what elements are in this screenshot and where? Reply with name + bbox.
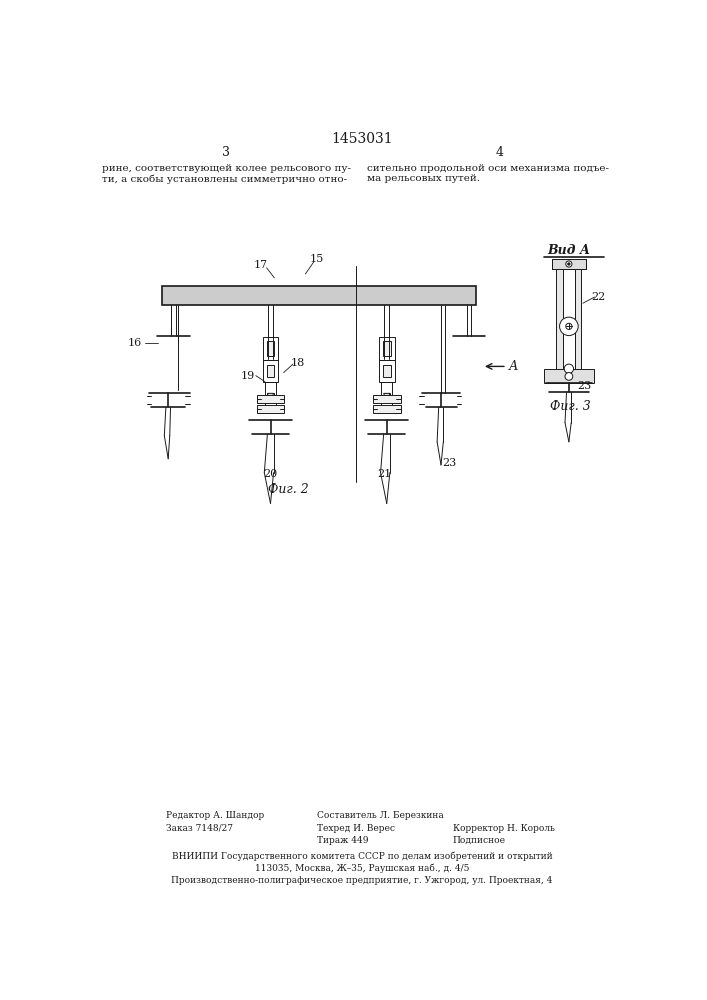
Text: сительно продольной оси механизма подъе-
ма рельсовых путей.: сительно продольной оси механизма подъе-… <box>368 164 609 183</box>
Text: А: А <box>508 360 518 373</box>
Bar <box>544 369 594 383</box>
Circle shape <box>568 263 570 265</box>
Text: 23: 23 <box>443 458 457 468</box>
Polygon shape <box>384 393 390 403</box>
Circle shape <box>564 364 573 373</box>
Circle shape <box>565 373 573 380</box>
Text: Фиг. 2: Фиг. 2 <box>268 483 309 496</box>
Bar <box>379 337 395 360</box>
Text: 16: 16 <box>128 338 142 348</box>
Text: 113035, Москва, Ж–35, Раушская наб., д. 4/5: 113035, Москва, Ж–35, Раушская наб., д. … <box>255 864 469 873</box>
Text: 1453031: 1453031 <box>331 132 393 146</box>
Bar <box>267 393 274 397</box>
Polygon shape <box>267 393 274 403</box>
Text: Корректор Н. Король: Корректор Н. Король <box>452 824 554 833</box>
Text: Вид А: Вид А <box>547 244 590 257</box>
Text: ВНИИПИ Государственного комитета СССР по делам изобретений и открытий: ВНИИПИ Государственного комитета СССР по… <box>172 852 552 861</box>
Bar <box>263 337 279 360</box>
Text: 15: 15 <box>310 254 324 264</box>
Text: Производственно-полиграфическое предприятие, г. Ужгород, ул. Проектная, 4: Производственно-полиграфическое предприя… <box>171 876 553 885</box>
Bar <box>381 382 392 409</box>
Text: Тираж 449: Тираж 449 <box>317 836 368 845</box>
Bar <box>267 341 274 356</box>
Text: 18: 18 <box>291 358 305 368</box>
Text: 3: 3 <box>221 146 230 159</box>
Bar <box>162 286 476 305</box>
Circle shape <box>566 323 572 329</box>
Text: 17: 17 <box>253 260 267 270</box>
Bar <box>373 395 401 403</box>
Bar <box>575 269 581 369</box>
Bar <box>384 393 390 397</box>
Text: Фиг. 3: Фиг. 3 <box>550 400 591 413</box>
Bar <box>263 360 279 382</box>
Bar <box>265 382 276 409</box>
Text: 21: 21 <box>378 469 392 479</box>
Bar <box>373 405 401 413</box>
Bar <box>383 341 391 356</box>
Bar <box>267 365 274 377</box>
Text: рине, соответствующей колее рельсового пу-
ти, а скобы установлены симметрично о: рине, соответствующей колее рельсового п… <box>102 164 351 184</box>
Text: Редактор А. Шандор: Редактор А. Шандор <box>166 811 264 820</box>
Bar <box>563 269 575 369</box>
Circle shape <box>559 317 578 336</box>
Text: 19: 19 <box>241 371 255 381</box>
Text: Техред И. Верес: Техред И. Верес <box>317 824 395 833</box>
Text: 4: 4 <box>495 146 503 159</box>
Bar <box>379 360 395 382</box>
Circle shape <box>566 261 572 267</box>
Text: Составитель Л. Березкина: Составитель Л. Березкина <box>317 811 444 820</box>
Text: 23: 23 <box>577 381 592 391</box>
Bar <box>383 365 391 377</box>
Bar <box>552 259 586 269</box>
Text: Заказ 7148/27: Заказ 7148/27 <box>166 824 233 833</box>
Bar <box>257 405 284 413</box>
Text: Подписное: Подписное <box>452 836 506 845</box>
Text: 22: 22 <box>591 292 605 302</box>
Bar <box>556 269 563 369</box>
Text: 20: 20 <box>264 469 278 479</box>
Bar <box>257 395 284 403</box>
